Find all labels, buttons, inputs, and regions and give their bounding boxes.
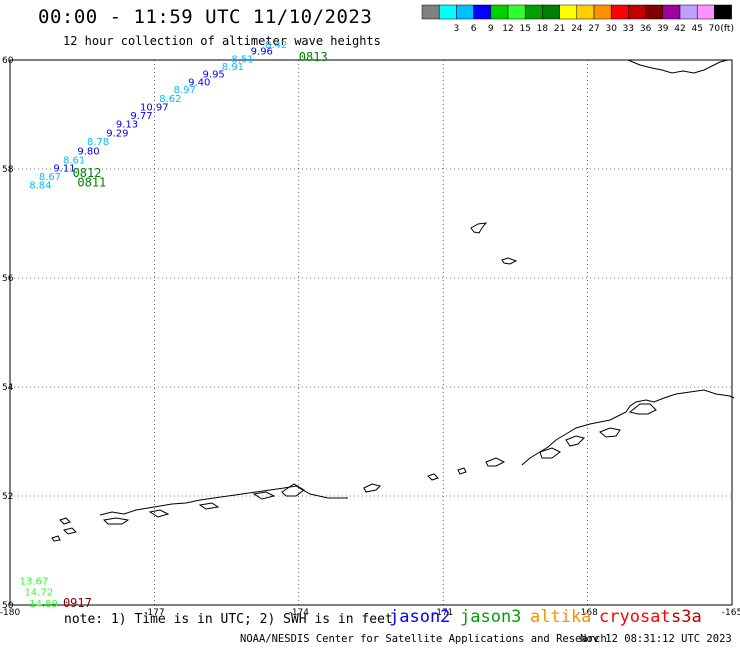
wave-height-label: 8.42 [265, 40, 287, 51]
wave-height-label: 9.96 [251, 47, 273, 58]
map-frame [9, 59, 733, 606]
legend-label: 70 [709, 24, 721, 34]
latitude-tick-label: 56 [2, 274, 14, 284]
satellite-label-jason2: jason2 [389, 607, 451, 627]
legend-label: 36 [640, 24, 652, 34]
latitude-tick-label: 54 [2, 383, 14, 393]
longitude-tick-label: -180 [0, 608, 20, 618]
legend-label: 27 [588, 24, 599, 34]
wave-height-label: 8.91 [222, 62, 244, 73]
wave-height-label: 13.67 [20, 576, 49, 587]
legend-label: 9 [488, 24, 494, 34]
wave-height-label: 8.97 [174, 85, 196, 96]
map-title: 00:00 - 11:59 UTC 11/10/2023 [38, 6, 373, 28]
wave-height-label: 8.62 [159, 94, 181, 105]
legend-swatch [714, 4, 732, 20]
wave-height-label: 9.29 [106, 128, 128, 139]
wave-height-label: 9.11 [53, 164, 75, 175]
color-legend: 3 6 9 12 15 18 21 24 27 30 33 36 39 42 45 70 (ft) [421, 4, 734, 34]
legend-label: 42 [674, 24, 685, 34]
longitude-tick-label: -168 [577, 608, 598, 618]
legend-label: 18 [537, 24, 549, 34]
wave-height-label: 14.89 [29, 599, 58, 610]
pass-time-label: 0917 [63, 596, 92, 610]
satellite-label-altika: altika [530, 607, 592, 627]
wave-height-label: 10.97 [140, 103, 169, 114]
wave-height-label: 9.80 [77, 146, 99, 157]
wave-height-label: 8.84 [29, 181, 51, 192]
legend-label: 21 [554, 24, 565, 34]
legend-label: 15 [519, 24, 530, 34]
legend-unit: (ft) [720, 24, 734, 34]
legend-label: 12 [502, 24, 513, 34]
latitude-tick-label: 60 [2, 56, 14, 66]
latitude-tick-label: 58 [2, 165, 14, 175]
wave-height-label: 8.78 [87, 137, 109, 148]
footer-note: note: 1) Time is in UTC; 2) SWH is in fe… [64, 612, 393, 627]
wave-height-label: 9.95 [203, 69, 225, 80]
wave-height-label: 8.51 [231, 55, 253, 66]
legend-label: 45 [691, 24, 702, 34]
satellite-label-jason3: jason3 [460, 607, 522, 627]
longitude-tick-label: -177 [144, 608, 164, 618]
pass-time-label: 0813 [299, 50, 328, 64]
wave-height-label: 9.13 [116, 120, 138, 131]
latitude-tick-label: 50 [2, 601, 14, 611]
wave-height-label: 14.72 [24, 588, 53, 599]
map-subtitle: 12 hour collection of altimeter wave hei… [63, 34, 381, 48]
wave-height-label: 8.61 [63, 156, 85, 167]
wave-height-label: 9.77 [130, 111, 152, 122]
satellite-label-cryosat: cryosat [599, 607, 671, 627]
latitude-tick-label: 52 [2, 492, 13, 502]
graticule: -180 -177 -174 -171 -168 -165 50 52 54 56 58 60 [0, 56, 740, 618]
wave-height-label: 9.40 [188, 78, 210, 89]
legend-label: 24 [571, 24, 583, 34]
longitude-tick-label: -174 [289, 608, 310, 618]
legend-label: 6 [471, 24, 477, 34]
pass-time-label: 0811 [77, 175, 106, 189]
wave-height-label: 8.67 [39, 172, 61, 183]
legend-label: 33 [623, 24, 634, 34]
longitude-tick-label: -171 [433, 608, 453, 618]
generated-timestamp: Nov 12 08:31:12 UTC 2023 [580, 633, 732, 645]
longitude-tick-label: -165 [722, 608, 740, 618]
satellite-label-s3a: s3a [671, 607, 702, 627]
coastline [51, 59, 735, 542]
pass-time-label: 0812 [73, 166, 102, 180]
legend-label: 30 [605, 24, 617, 34]
wave-labels: 8.848.679.118.619.808.789.299.139.7710.9… [20, 40, 328, 610]
legend-label: 39 [657, 24, 669, 34]
credit-line: NOAA/NESDIS Center for Satellite Applica… [240, 633, 607, 645]
legend-label: 3 [454, 24, 460, 34]
